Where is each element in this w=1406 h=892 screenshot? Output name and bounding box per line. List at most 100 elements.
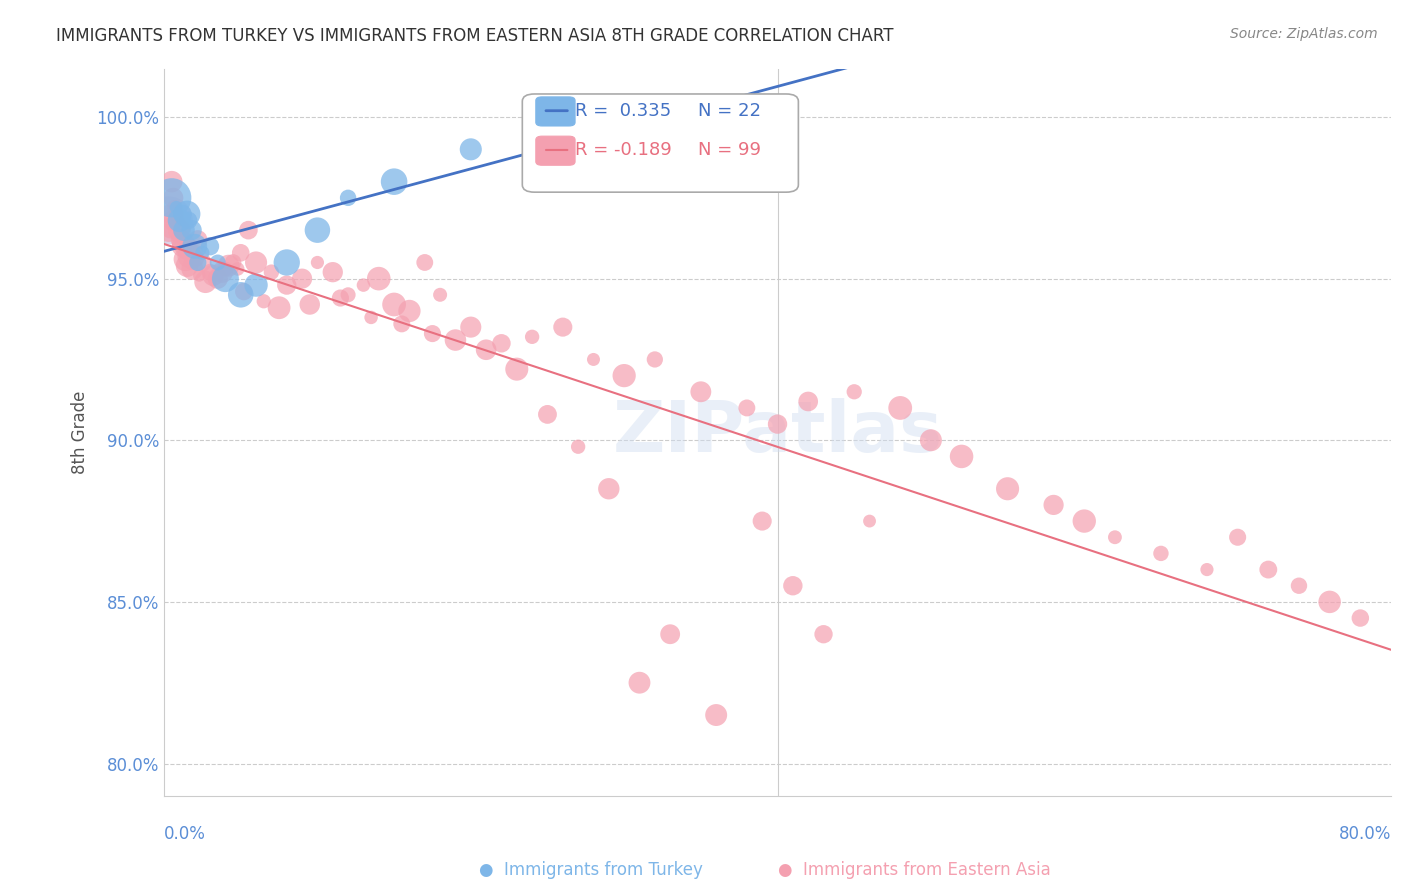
Point bbox=[291, 271, 314, 285]
Text: 0.0%: 0.0% bbox=[165, 825, 205, 843]
Point bbox=[245, 255, 267, 269]
Point bbox=[751, 514, 773, 528]
Point bbox=[1350, 611, 1372, 625]
Point bbox=[186, 252, 208, 267]
Point bbox=[166, 213, 188, 227]
Point bbox=[1319, 595, 1341, 609]
Point bbox=[159, 223, 181, 237]
Point bbox=[217, 259, 239, 273]
Point bbox=[170, 233, 193, 247]
Point bbox=[160, 191, 183, 205]
Point bbox=[198, 265, 221, 279]
Point bbox=[174, 243, 197, 257]
Point bbox=[211, 265, 233, 279]
Point bbox=[858, 514, 880, 528]
Point bbox=[183, 239, 205, 253]
Point bbox=[191, 245, 214, 260]
Point bbox=[1288, 579, 1310, 593]
Point bbox=[173, 223, 195, 237]
Point bbox=[360, 310, 382, 325]
Point bbox=[187, 233, 209, 247]
Point bbox=[207, 271, 229, 285]
Point bbox=[551, 320, 574, 334]
Point bbox=[352, 278, 374, 293]
Point bbox=[997, 482, 1019, 496]
Point bbox=[704, 708, 727, 723]
Point bbox=[163, 201, 186, 215]
Point bbox=[391, 317, 413, 331]
Point bbox=[1104, 530, 1126, 544]
Point bbox=[398, 304, 420, 318]
Point bbox=[157, 223, 180, 237]
Text: Source: ZipAtlas.com: Source: ZipAtlas.com bbox=[1230, 27, 1378, 41]
Point bbox=[202, 268, 225, 283]
Point bbox=[567, 440, 589, 454]
Point bbox=[180, 223, 202, 237]
Point bbox=[253, 294, 276, 309]
Point bbox=[950, 450, 973, 464]
Point bbox=[307, 223, 329, 237]
Point bbox=[1150, 546, 1173, 560]
Point bbox=[598, 482, 620, 496]
Point bbox=[229, 287, 252, 301]
Point bbox=[659, 627, 682, 641]
Point bbox=[172, 239, 194, 253]
Point bbox=[920, 434, 942, 448]
Point bbox=[183, 245, 205, 260]
Point bbox=[613, 368, 636, 383]
Point bbox=[169, 213, 191, 227]
Point bbox=[337, 287, 360, 301]
Point bbox=[232, 285, 254, 299]
Point bbox=[156, 207, 179, 221]
Point bbox=[238, 223, 260, 237]
Point bbox=[245, 278, 267, 293]
Point bbox=[429, 287, 451, 301]
Point bbox=[367, 271, 389, 285]
Point bbox=[422, 326, 444, 341]
Point bbox=[191, 255, 214, 269]
Point bbox=[460, 320, 482, 334]
Point bbox=[267, 301, 290, 315]
Point bbox=[214, 262, 236, 277]
FancyBboxPatch shape bbox=[522, 94, 799, 192]
Point bbox=[298, 297, 321, 311]
Point bbox=[157, 213, 180, 227]
Text: N = 99: N = 99 bbox=[697, 141, 761, 159]
Point bbox=[173, 245, 195, 260]
Point bbox=[689, 384, 711, 399]
Point bbox=[322, 265, 344, 279]
Point bbox=[177, 245, 200, 260]
Point bbox=[260, 265, 283, 279]
Point bbox=[172, 207, 194, 221]
Point bbox=[222, 255, 245, 269]
Text: N = 22: N = 22 bbox=[697, 102, 761, 120]
Point bbox=[628, 675, 651, 690]
Point bbox=[1073, 514, 1095, 528]
Point bbox=[536, 110, 558, 124]
Point bbox=[176, 259, 198, 273]
Point bbox=[475, 343, 498, 357]
Point bbox=[181, 262, 204, 277]
Point bbox=[844, 384, 866, 399]
Point bbox=[582, 352, 605, 367]
Point bbox=[444, 333, 467, 347]
Point bbox=[520, 330, 543, 344]
Point bbox=[766, 417, 789, 431]
Point bbox=[180, 255, 202, 269]
Point bbox=[813, 627, 835, 641]
Point bbox=[1042, 498, 1064, 512]
Point bbox=[1195, 563, 1218, 577]
Point bbox=[207, 255, 229, 269]
Text: IMMIGRANTS FROM TURKEY VS IMMIGRANTS FROM EASTERN ASIA 8TH GRADE CORRELATION CHA: IMMIGRANTS FROM TURKEY VS IMMIGRANTS FRO… bbox=[56, 27, 894, 45]
Point bbox=[782, 579, 804, 593]
Point bbox=[889, 401, 911, 415]
Point bbox=[169, 223, 191, 237]
Point bbox=[382, 175, 405, 189]
Point bbox=[165, 207, 187, 221]
Text: ●  Immigrants from Turkey: ● Immigrants from Turkey bbox=[478, 861, 703, 879]
Text: R = -0.189: R = -0.189 bbox=[575, 141, 672, 159]
Text: ●  Immigrants from Eastern Asia: ● Immigrants from Eastern Asia bbox=[778, 861, 1050, 879]
Point bbox=[169, 229, 191, 244]
Point bbox=[413, 255, 436, 269]
Point bbox=[536, 408, 558, 422]
